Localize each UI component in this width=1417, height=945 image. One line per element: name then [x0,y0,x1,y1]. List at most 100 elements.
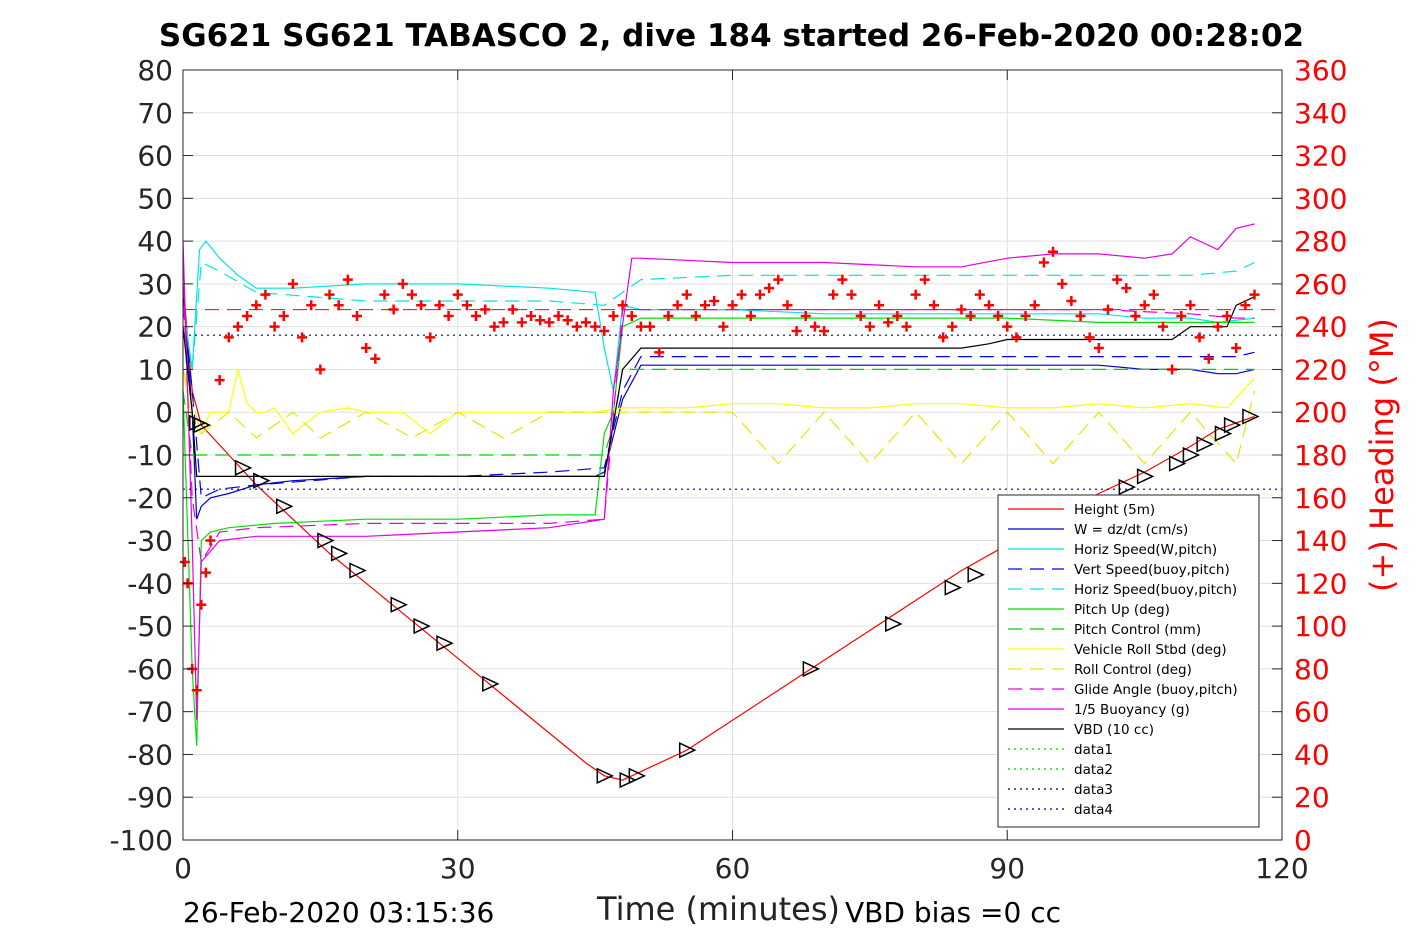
tick-labels: 80706050403020100-10-20-30-40-50-60-70-8… [109,54,1401,885]
y-tick-label: 50 [137,182,173,215]
vbd-marker [436,635,454,652]
heading-marker [617,300,628,311]
vbd-marker [275,498,294,515]
heading-marker [1249,289,1260,300]
heading-marker [1194,332,1205,343]
heading-marker [516,317,527,328]
vbd-marker [628,767,647,785]
heading-marker [681,289,692,300]
heading-marker [828,289,839,300]
heading-marker [406,289,417,300]
axes-frame [182,69,1283,841]
heading-marker [1057,278,1068,289]
legend-label-data2: data2 [1074,762,1113,778]
vbd-marker [885,615,903,633]
heading-marker [983,300,994,311]
heading-marker [1121,283,1132,294]
heading-marker [874,300,885,311]
vbd-marker [944,579,963,596]
heading-marker [947,321,958,332]
vbd-marker [330,545,349,562]
heading-marker [278,310,289,321]
heading-marker [562,315,573,326]
heading-marker [1240,300,1251,311]
y2-tick-label: 340 [1294,97,1347,130]
y2-tick-label: 180 [1294,439,1347,472]
y2-tick-label: 120 [1294,567,1347,600]
y-tick-label: -50 [127,610,173,643]
heading-marker [397,278,408,289]
heading-marker [718,321,729,332]
heading-marker [745,310,756,321]
legend-label-glide: Glide Angle (buoy,pitch) [1074,682,1238,698]
y2-tick-label: 60 [1294,696,1330,729]
heading-marker [179,556,190,567]
heading-marker [352,310,363,321]
x-axis-label: Time (minutes) [597,890,840,928]
y2-tick-label: 300 [1294,182,1347,215]
heading-marker [535,315,546,326]
heading-marker [196,599,207,610]
heading-marker [544,317,555,328]
heading-marker [214,375,225,386]
heading-marker [1038,257,1049,268]
y-tick-label: -70 [127,696,173,729]
heading-marker [928,300,939,311]
heading-marker [1222,310,1233,321]
x-tick-label: 120 [1255,852,1308,885]
heading-marker [1075,310,1086,321]
heading-marker [635,321,646,332]
heading-marker [837,274,848,285]
vbd-marker [802,660,821,678]
heading-marker [379,289,390,300]
heading-marker [251,300,262,311]
y2-tick-label: 0 [1294,824,1312,857]
heading-marker [864,321,875,332]
heading-marker [1048,246,1059,257]
vbd-marker [390,596,408,613]
vbd-marker [234,459,253,477]
legend-label-w: W = dz/dt (cm/s) [1074,522,1188,538]
heading-marker [205,535,216,546]
x-tick-label: 0 [174,852,192,885]
heading-marker [1002,321,1013,332]
legend-label-roll: Vehicle Roll Stbd (deg) [1074,642,1227,658]
series-roll [182,369,1255,435]
heading-marker [1112,274,1123,285]
heading-marker [443,310,454,321]
y-tick-label: 0 [155,396,173,429]
heading-marker [883,317,894,328]
vbd-marker [1196,436,1214,453]
series-roll_control [182,369,1256,465]
heading-marker [800,310,811,321]
y-tick-label: -60 [127,653,173,686]
heading-marker [507,304,518,315]
heading-marker [1102,304,1113,315]
heading-marker [654,347,665,358]
y2-tick-label: 140 [1294,525,1347,558]
y-tick-label: -90 [127,781,173,814]
series-pitch_up [182,317,1255,746]
legend-label-data4: data4 [1074,802,1113,818]
heading-marker [416,300,427,311]
heading-marker [260,289,271,300]
heading-marker [809,321,820,332]
footer-timestamp: 26-Feb-2020 03:15:36 [183,896,495,929]
y2-tick-label: 280 [1294,225,1347,258]
heading-marker [645,321,656,332]
heading-marker [846,289,857,300]
heading-marker [1029,300,1040,311]
y2-tick-label: 240 [1294,311,1347,344]
y2-tick-label: 360 [1294,54,1347,87]
legend: Height (5m) W = dz/dt (cm/s) Horiz Speed(W… [997,494,1260,828]
y2-axis-label: (+) Heading (°M) [1363,318,1401,592]
legend-label-buoyancy: 1/5 Buoyancy (g) [1074,702,1190,718]
series-horiz_w [182,240,1255,391]
heading-marker [269,321,280,332]
x-tick-label: 30 [440,852,476,885]
heading-marker [297,332,308,343]
heading-marker [315,364,326,375]
heading-marker [471,310,482,321]
heading-marker [1203,353,1214,364]
